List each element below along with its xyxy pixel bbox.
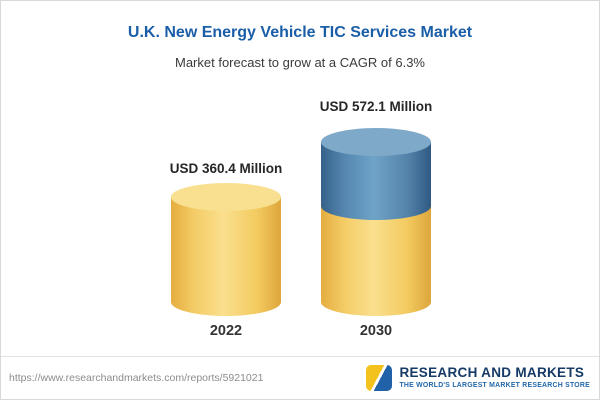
chart-title: U.K. New Energy Vehicle TIC Services Mar… <box>127 24 473 41</box>
report-url: https://www.researchandmarkets.com/repor… <box>9 372 264 384</box>
cylinder-bar-2022 <box>171 183 281 316</box>
brand-logo-icon <box>366 365 393 391</box>
bar-value-label-2030: USD 572.1 Million <box>319 99 433 114</box>
research-and-markets-logo: RESEARCH AND MARKETS THE WORLD'S LARGEST… <box>366 365 590 391</box>
bar-2030-top-cap <box>321 128 431 156</box>
bar-2030-base-segment <box>321 206 431 316</box>
chart-subtitle: Market forecast to grow at a CAGR of 6.3… <box>175 55 425 70</box>
brand-name: RESEARCH AND MARKETS <box>399 365 585 381</box>
bar-2022-body <box>171 197 281 316</box>
x-axis-label-2030: 2030 <box>359 323 393 339</box>
brand-tagline: THE WORLD'S LARGEST MARKET RESEARCH STOR… <box>399 381 590 389</box>
bar-2022-top-cap <box>171 183 281 211</box>
cylinder-bar-2030 <box>321 128 431 316</box>
bar-value-label-2022: USD 360.4 Million <box>169 161 283 176</box>
x-axis-label-2022: 2022 <box>209 323 243 339</box>
brand-text-block: RESEARCH AND MARKETS THE WORLD'S LARGEST… <box>399 366 590 389</box>
footer-bar: https://www.researchandmarkets.com/repor… <box>1 356 599 399</box>
